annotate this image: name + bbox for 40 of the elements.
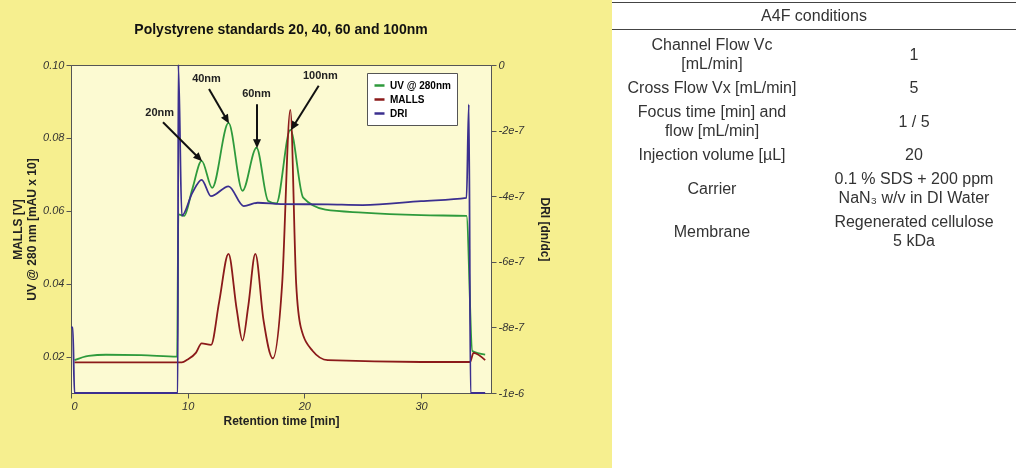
text: Injection volume [µL]	[637, 145, 787, 164]
y2-tick-label: -8e-7	[498, 320, 526, 333]
legend-label: UV @ 280nm	[390, 79, 451, 91]
text: Membrane	[672, 221, 752, 241]
legend-label: DRI	[390, 107, 408, 119]
text: Carrier	[686, 178, 738, 198]
legend-label: MALLS	[390, 93, 425, 105]
line-series	[70, 64, 487, 394]
y2-tick-label: -1e-6	[498, 386, 526, 399]
text: A4F conditions	[612, 2, 1016, 30]
x-axis-title: Retention time [min]	[223, 413, 340, 428]
y-tick-label: 0.06	[43, 204, 66, 217]
y-axis-title: MALLS [V] UV @ 280 nm [mAU x 10]	[11, 158, 40, 301]
y2-tick-label: -6e-7	[498, 255, 526, 268]
text: Cross Flow Vx [mL/min]	[626, 78, 798, 97]
chart-title: Polystyrene standards 20, 40, 60 and 100nm	[134, 21, 428, 37]
y2-tick-label: -4e-7	[498, 189, 526, 202]
text: 5	[908, 78, 920, 97]
annotation: 100nm	[302, 68, 338, 81]
text: 1	[908, 44, 920, 64]
x-tick-label: 0	[71, 399, 79, 412]
x-tick-label: 30	[415, 399, 429, 412]
text: 1 / 5	[897, 111, 931, 131]
y-tick-label: 0.02	[43, 350, 65, 363]
text: Channel Flow Vc [mL/min]	[650, 35, 774, 73]
x-tick-label: 20	[297, 399, 312, 412]
y2-tick-label: 0	[498, 58, 506, 71]
annotation: 60nm	[242, 86, 272, 99]
y2-axis-title: DRI [dn/dc]	[538, 197, 553, 262]
y2-tick-label: -2e-7	[498, 124, 526, 137]
y-tick-label: 0.04	[43, 277, 65, 290]
annotation: 20nm	[145, 105, 175, 118]
y-tick-label: 0.10	[43, 58, 66, 71]
text: 20	[904, 145, 924, 164]
text: 0.1 % SDS + 200 ppm NaN₃ w/v in DI Water	[833, 169, 995, 207]
annotation: 40nm	[192, 71, 222, 84]
y-tick-label: 0.08	[43, 131, 66, 144]
x-tick-label: 10	[182, 399, 196, 412]
text: Focus time [min] and flow [mL/min]	[636, 102, 788, 140]
text: Regenerated cellulose 5 kDa	[833, 212, 995, 250]
